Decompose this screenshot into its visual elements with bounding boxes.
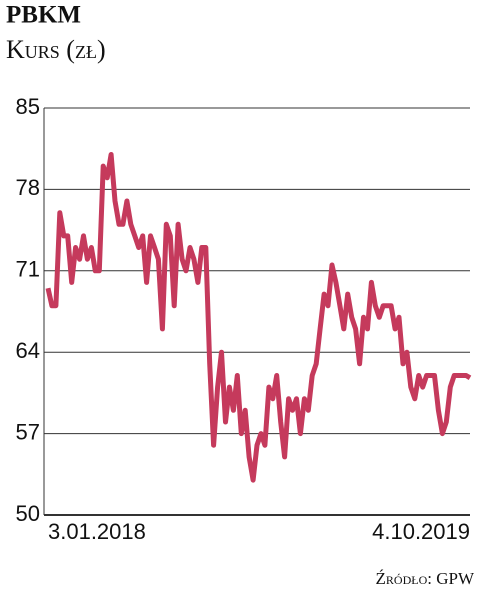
chart-title: PBKM <box>6 2 81 29</box>
x-tick-label: 4.10.2019 <box>372 519 470 544</box>
y-tick-label: 71 <box>16 257 40 282</box>
y-tick-label: 57 <box>16 419 40 444</box>
y-tick-label: 50 <box>16 501 40 526</box>
y-tick-label: 78 <box>16 175 40 200</box>
source: Źródło: GPW <box>376 569 475 588</box>
y-tick-label: 85 <box>16 94 40 119</box>
chart-subtitle: Kurs (zł) <box>6 35 106 64</box>
price-line <box>45 152 472 483</box>
y-tick-label: 64 <box>16 338 40 363</box>
x-tick-label: 3.01.2018 <box>48 519 146 544</box>
